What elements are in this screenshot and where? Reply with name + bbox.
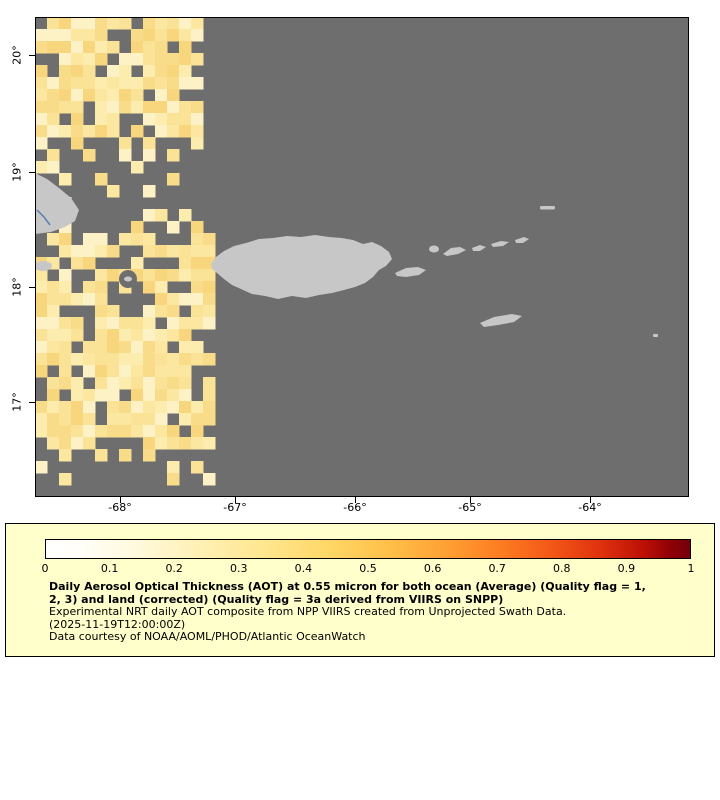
saona-island <box>35 261 52 271</box>
y-axis-label-19: 19° <box>10 162 24 182</box>
puerto-rico-landmass <box>211 235 392 299</box>
colorbar-tick-label: 0.2 <box>165 562 183 575</box>
y-tick-20 <box>29 55 35 56</box>
landmasses <box>35 173 658 337</box>
colorbar-tick-label: 0.3 <box>230 562 248 575</box>
x-axis-label-m67: -67° <box>223 501 247 514</box>
x-axis-label-m65: -65° <box>458 501 482 514</box>
legend-panel: 0 0.1 0.2 0.3 0.4 0.5 0.6 0.7 0.8 0.9 1 … <box>5 523 715 657</box>
x-axis-label-m68: -68° <box>108 501 132 514</box>
colorbar-tick-label: 0.8 <box>553 562 571 575</box>
colorbar-gradient <box>45 539 691 559</box>
y-tick-17 <box>29 402 35 403</box>
map-frame <box>35 17 689 497</box>
map-canvas <box>35 17 689 497</box>
legend-title-line-1: Daily Aerosol Optical Thickness (AOT) at… <box>49 580 646 593</box>
culebra-island <box>429 245 439 253</box>
legend-timestamp: (2025-11-19T12:00:00Z) <box>49 617 186 631</box>
anegada-island <box>540 206 555 210</box>
colorbar-tick-label: 1 <box>687 562 695 575</box>
x-tick-m65 <box>470 497 471 503</box>
legend-credit: Data courtesy of NOAA/AOML/PHOD/Atlantic… <box>49 630 366 643</box>
vieques-island <box>395 267 426 277</box>
colorbar-tick-label: 0.7 <box>488 562 506 575</box>
colorbar-tick-label: 0.5 <box>359 562 377 575</box>
tortola-island <box>491 241 509 247</box>
st-croix-island <box>480 314 522 327</box>
aot-data-mosaic <box>35 17 216 486</box>
river-line <box>36 209 51 226</box>
colorbar-tick-label: 0.9 <box>617 562 636 575</box>
x-tick-m68 <box>120 497 121 503</box>
sombrero-islet <box>653 334 658 337</box>
y-axis-label-18: 18° <box>10 277 24 297</box>
virgin-gorda-island <box>515 237 529 243</box>
colorbar-tick-label: 0.6 <box>423 562 442 575</box>
st-thomas-island <box>443 247 466 256</box>
legend-text-block: Daily Aerosol Optical Thickness (AOT) at… <box>49 580 646 644</box>
st-john-island <box>472 245 486 251</box>
legend-title-line-2: 2, 3) and land (corrected) (Quality flag… <box>49 592 504 606</box>
colorbar-ticks: 0 0.1 0.2 0.3 0.4 0.5 0.6 0.7 0.8 0.9 1 <box>41 562 695 576</box>
x-tick-m64 <box>590 497 591 503</box>
y-tick-18 <box>29 287 35 288</box>
x-axis-label-m64: -64° <box>578 501 602 514</box>
x-axis-label-m66: -66° <box>343 501 367 514</box>
y-tick-19 <box>29 172 35 173</box>
colorbar-tick-label: 0 <box>41 562 49 575</box>
legend-subtitle: Experimental NRT daily AOT composite fro… <box>49 605 567 618</box>
colorbar-tick-label: 0.4 <box>294 562 313 575</box>
x-tick-m66 <box>355 497 356 503</box>
y-axis-label-20: 20° <box>10 45 24 65</box>
colorbar-tick-label: 0.1 <box>100 562 119 575</box>
mona-island <box>124 276 132 282</box>
x-tick-m67 <box>235 497 236 503</box>
y-axis-label-17: 17° <box>10 392 24 412</box>
